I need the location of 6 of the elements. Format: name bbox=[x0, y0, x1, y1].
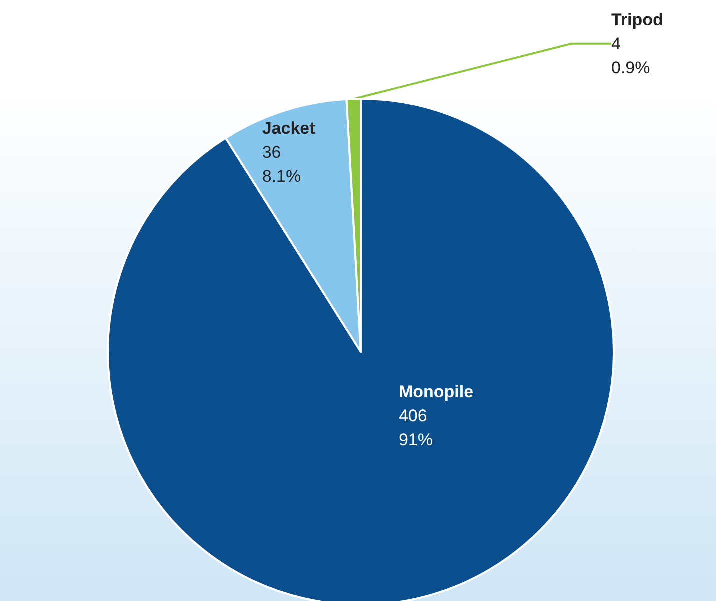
slice-label: Jacket bbox=[262, 119, 316, 138]
data-label: 36 8.1% bbox=[262, 143, 302, 186]
data-label: 406 91% bbox=[398, 406, 433, 450]
slice-label: Tripod bbox=[611, 10, 664, 30]
slice-label: Monopile bbox=[398, 382, 474, 402]
data-label: 4 0.9% bbox=[611, 34, 650, 78]
